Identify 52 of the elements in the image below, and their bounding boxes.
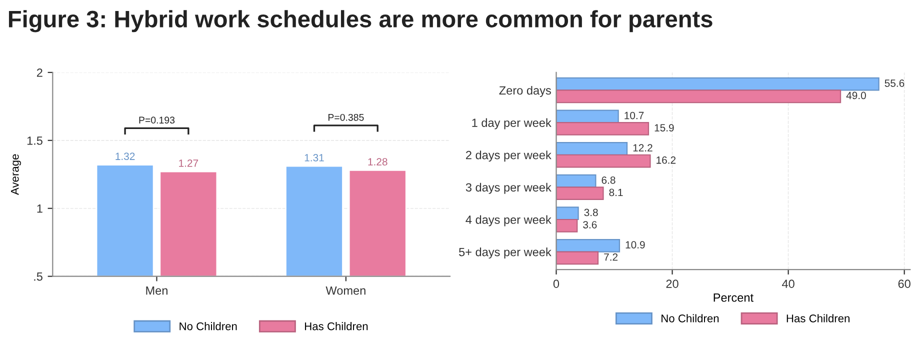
data-label: 55.6 bbox=[884, 80, 904, 87]
data-label: 1.28 bbox=[368, 158, 388, 166]
bar bbox=[556, 238, 620, 252]
y-tick-label: Zero days bbox=[499, 86, 551, 97]
legend-label: No Children bbox=[180, 322, 237, 330]
y-tick-label: 3 days per week bbox=[466, 182, 552, 194]
data-label: 10.7 bbox=[624, 112, 644, 120]
x-tick-label: 20 bbox=[666, 280, 678, 288]
y-tick-label: 1.5 bbox=[27, 136, 42, 145]
bar bbox=[556, 206, 579, 220]
data-label: 12.2 bbox=[633, 144, 652, 152]
bar bbox=[556, 186, 604, 200]
bar bbox=[556, 110, 619, 124]
data-label: 15.9 bbox=[654, 124, 674, 132]
y-tick-label: 1 day per week bbox=[472, 118, 552, 130]
x-tick-label: 60 bbox=[898, 280, 910, 288]
bar bbox=[556, 90, 842, 104]
y-tick-label: 2 bbox=[36, 68, 42, 77]
data-label: 16.2 bbox=[656, 156, 676, 164]
bar bbox=[556, 251, 599, 265]
bar bbox=[556, 154, 651, 168]
data-label: 6.8 bbox=[602, 176, 616, 184]
x-axis-title: Percent bbox=[714, 294, 754, 302]
annotation: P=0.385 bbox=[328, 114, 364, 121]
bar bbox=[556, 122, 650, 136]
bar bbox=[556, 218, 578, 232]
x-tick-label: Women bbox=[326, 286, 366, 295]
data-label: 1.27 bbox=[179, 159, 198, 167]
bar bbox=[556, 142, 628, 156]
x-tick-label: Men bbox=[146, 286, 168, 295]
y-tick-label: 1 bbox=[37, 204, 42, 213]
y-tick-label: 5+ days per week bbox=[459, 248, 552, 259]
legend-label: Has Children bbox=[786, 314, 850, 322]
legend-label: Has Children bbox=[305, 322, 368, 330]
chart-title: Figure 3: Hybrid work schedules are more common for parents bbox=[8, 10, 712, 32]
legend-label: No Children bbox=[662, 314, 719, 322]
annotation: P=0.193 bbox=[139, 116, 175, 124]
x-tick-label: 40 bbox=[782, 280, 794, 288]
y-tick-label: .5 bbox=[34, 272, 42, 281]
data-label: 3.8 bbox=[584, 208, 598, 216]
y-axis-title: Average bbox=[11, 154, 21, 195]
x-tick-label: 0 bbox=[553, 280, 560, 288]
data-label: 10.9 bbox=[626, 241, 645, 248]
data-label: 1.31 bbox=[304, 154, 324, 162]
bar bbox=[556, 77, 880, 91]
data-label: 1.32 bbox=[116, 152, 135, 160]
y-tick-label: 4 days per week bbox=[466, 215, 552, 226]
y-tick-label: 2 days per week bbox=[466, 150, 552, 162]
data-label: 8.1 bbox=[609, 188, 623, 196]
data-label: 3.6 bbox=[583, 221, 597, 228]
data-label: 7.2 bbox=[604, 253, 618, 261]
data-label: 49.0 bbox=[846, 92, 866, 100]
